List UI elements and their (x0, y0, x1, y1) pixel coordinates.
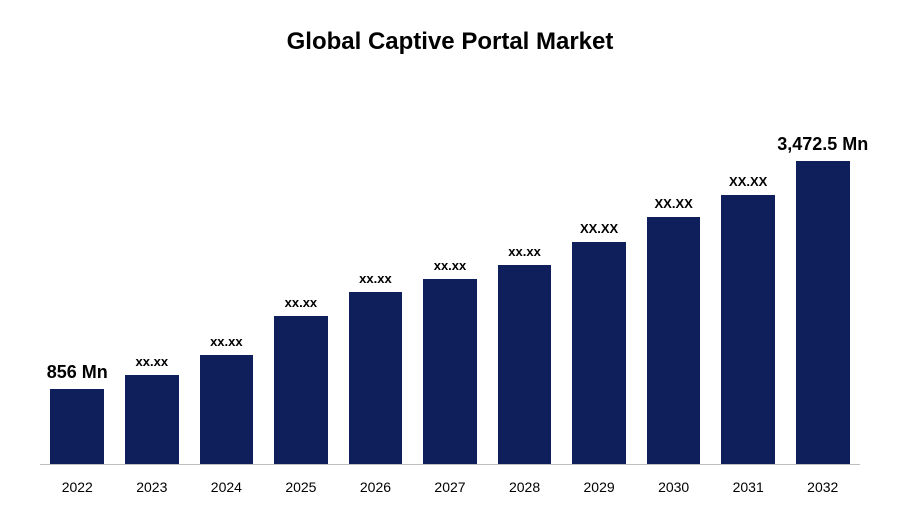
bar-slot: xx.xx (189, 100, 264, 464)
bar-2023 (125, 375, 179, 464)
bar-2022 (50, 389, 104, 464)
bar-slot: XX.XX (636, 100, 711, 464)
x-tick: 2028 (487, 479, 562, 495)
bar-2029 (572, 242, 626, 464)
bar-slot: 3,472.5 Mn (785, 100, 860, 464)
bar-slot: xx.xx (115, 100, 190, 464)
x-tick: 2030 (636, 479, 711, 495)
bar-2025 (274, 316, 328, 464)
x-tick: 2031 (711, 479, 786, 495)
x-tick: 2027 (413, 479, 488, 495)
x-tick: 2029 (562, 479, 637, 495)
chart-plot-area: 856 Mn xx.xx xx.xx xx.xx xx.xx xx.xx xx.… (40, 100, 860, 465)
chart-title: Global Captive Portal Market (0, 0, 900, 56)
x-tick: 2026 (338, 479, 413, 495)
bar-value-label: xx.xx (136, 354, 169, 369)
bar-value-label: 3,472.5 Mn (777, 134, 868, 155)
bar-slot: XX.XX (562, 100, 637, 464)
bar-value-label: xx.xx (508, 244, 541, 259)
bar-2024 (200, 355, 254, 464)
bar-2026 (349, 292, 403, 464)
bar-2030 (647, 217, 701, 464)
bar-2028 (498, 265, 552, 464)
x-tick: 2025 (264, 479, 339, 495)
bar-slot: xx.xx (338, 100, 413, 464)
bar-value-label: xx.xx (434, 258, 467, 273)
bar-value-label: 856 Mn (47, 362, 108, 383)
bar-value-label: xx.xx (285, 295, 318, 310)
x-tick: 2024 (189, 479, 264, 495)
x-tick: 2022 (40, 479, 115, 495)
x-tick: 2023 (115, 479, 190, 495)
bar-slot: xx.xx (487, 100, 562, 464)
bar-slot: xx.xx (264, 100, 339, 464)
bar-slot: 856 Mn (40, 100, 115, 464)
bar-2031 (721, 195, 775, 464)
bar-2032 (796, 161, 850, 464)
bar-slot: XX.XX (711, 100, 786, 464)
bar-value-label: XX.XX (729, 174, 767, 189)
bar-value-label: xx.xx (359, 271, 392, 286)
x-tick: 2032 (785, 479, 860, 495)
bar-slot: xx.xx (413, 100, 488, 464)
x-axis: 2022 2023 2024 2025 2026 2027 2028 2029 … (40, 479, 860, 495)
bar-2027 (423, 279, 477, 464)
bar-value-label: xx.xx (210, 334, 243, 349)
bar-value-label: XX.XX (654, 196, 692, 211)
bar-value-label: XX.XX (580, 221, 618, 236)
